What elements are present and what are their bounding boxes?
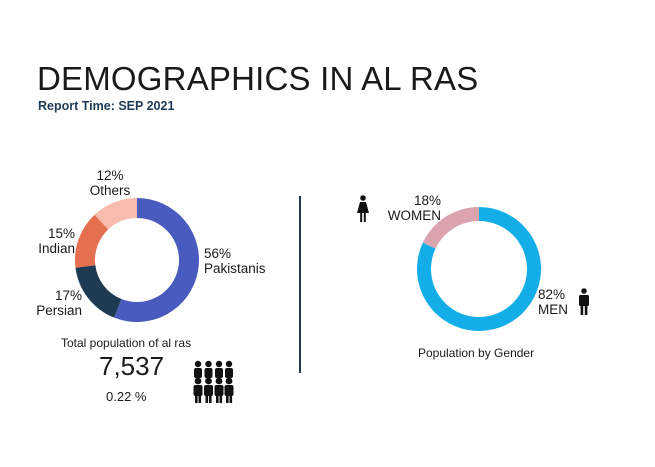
slice-percent-women: 18% bbox=[413, 193, 441, 208]
page-title: DEMOGRAPHICS IN AL RAS bbox=[37, 60, 479, 97]
people-group-icon bbox=[193, 360, 234, 403]
slice-name-pakistanis: Pakistanis bbox=[204, 261, 266, 276]
slice-percent-others: 12% bbox=[96, 168, 124, 183]
slice-label-indian: 15% Indian bbox=[20, 226, 75, 256]
slice-label-pakistanis: 56% Pakistanis bbox=[204, 246, 284, 276]
total-population-value: 7,537 bbox=[99, 351, 165, 381]
report-time: Report Time: SEP 2021 bbox=[38, 99, 175, 113]
slice-name-men: MEN bbox=[538, 302, 568, 317]
ethnicity-slice-persian bbox=[75, 265, 122, 318]
gender-slice-women bbox=[422, 207, 479, 249]
ethnicity-slice-others bbox=[94, 198, 137, 230]
slice-name-women: WOMEN bbox=[387, 208, 441, 223]
ethnicity-donut-chart bbox=[74, 198, 199, 322]
slice-percent-persian: 17% bbox=[54, 288, 82, 303]
slice-label-others: 12% Others bbox=[82, 168, 138, 198]
gender-donut-chart bbox=[417, 206, 541, 331]
section-divider bbox=[299, 196, 301, 373]
slice-name-others: Others bbox=[89, 183, 131, 198]
slice-name-persian: Persian bbox=[36, 303, 82, 318]
woman-icon bbox=[357, 195, 369, 222]
slice-label-persian: 17% Persian bbox=[22, 288, 82, 318]
slice-percent-men: 82% bbox=[538, 287, 566, 302]
slice-name-indian: Indian bbox=[38, 241, 75, 256]
total-population-percent: 0.22 % bbox=[106, 389, 147, 404]
man-icon bbox=[579, 288, 589, 315]
total-population-label: Total population of al ras bbox=[61, 336, 192, 350]
ethnicity-slice-pakistanis bbox=[114, 198, 199, 322]
slice-percent-pakistanis: 56% bbox=[204, 246, 232, 261]
gender-chart-caption: Population by Gender bbox=[418, 346, 535, 360]
slice-label-women: 18% WOMEN bbox=[380, 193, 441, 223]
slice-percent-indian: 15% bbox=[47, 226, 75, 241]
ethnicity-slice-indian bbox=[74, 214, 109, 268]
slice-label-men: 82% MEN bbox=[538, 287, 578, 317]
